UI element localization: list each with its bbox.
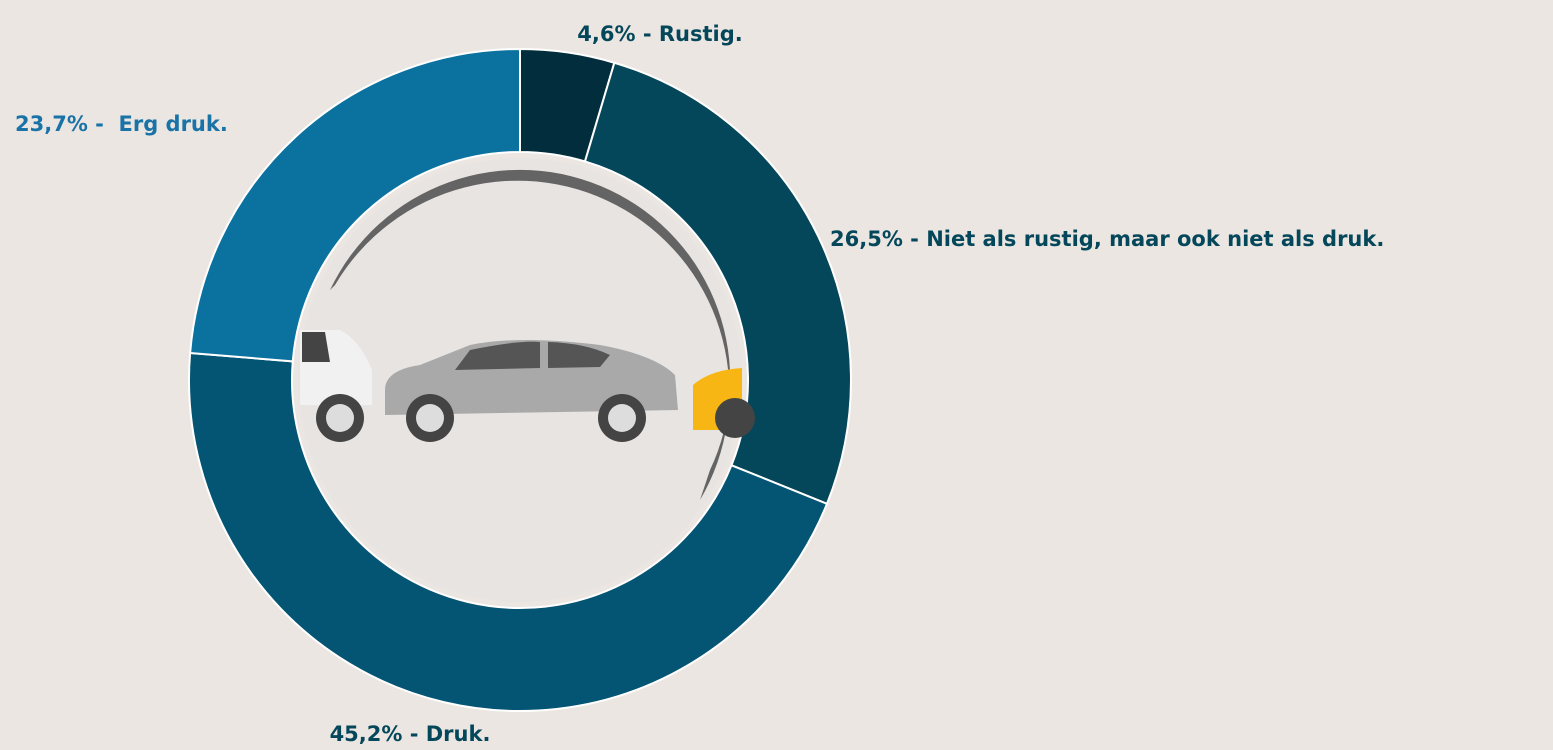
slice-label: 4,6% - Rustig. (577, 22, 742, 46)
slice-label: 45,2% - Druk. (330, 722, 491, 746)
hub (326, 404, 354, 432)
hub (416, 404, 444, 432)
wheel (715, 398, 755, 438)
slice-label: 26,5% - Niet als rustig, maar ook niet a… (830, 227, 1384, 251)
hub (608, 404, 636, 432)
page: 4,6% - Rustig. 26,5% - Niet als rustig, m… (0, 0, 1553, 750)
slice-label: 23,7% - Erg druk. (15, 112, 228, 136)
chart: 4,6% - Rustig. 26,5% - Niet als rustig, m… (0, 0, 1553, 750)
